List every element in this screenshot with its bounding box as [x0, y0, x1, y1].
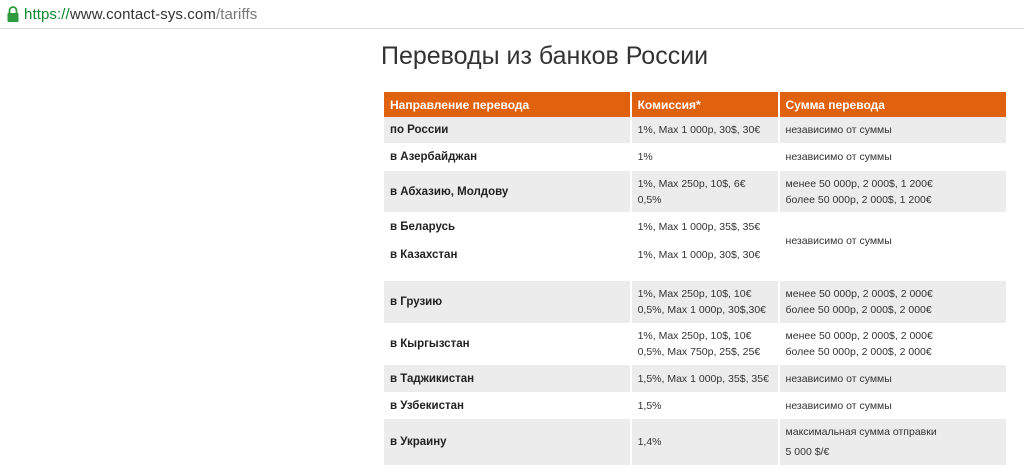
amount-cell: независимо от суммы	[779, 365, 1006, 392]
table-spacer	[384, 269, 1006, 281]
commission-cell: 1,5%	[637, 399, 662, 412]
url-text[interactable]: https://www.contact-sys.com/tariffs	[24, 5, 258, 23]
direction-cell: в Абхазию, Молдову	[384, 171, 630, 212]
commission-cell: 1%, Max 250р, 10$, 10€ 0,5%, Max 750р, 2…	[637, 330, 761, 358]
table-row: в Казахстан 1%, Max 1 000р, 30$, 30€	[384, 241, 1006, 269]
commission-cell: 1%, Max 250р, 10$, 10€ 0,5%, Max 1 000р,…	[631, 281, 778, 323]
commission-cell: 1%, Max 1 000р, 30$, 30€	[637, 249, 761, 261]
table-row: в Таджикистан 1,5%, Max 1 000р, 35$, 35€…	[384, 365, 1006, 392]
commission-cell: 1%	[637, 151, 653, 163]
tariffs-table: Направление перевода Комиссия* Сумма пер…	[382, 92, 1008, 465]
amount-cell: независимо от суммы	[785, 151, 892, 163]
direction-cell: в Узбекистан	[390, 399, 464, 412]
address-bar[interactable]: https://www.contact-sys.com/tariffs	[0, 0, 1024, 29]
commission-cell: 1,5%, Max 1 000р, 35$, 35€	[631, 365, 778, 392]
amount-cell: максимальная сумма отправки 5 000 $/€	[779, 419, 1006, 465]
table-row: в Абхазию, Молдову 1%, Max 250р, 10$, 6€…	[384, 171, 1006, 212]
table-row: по России 1%, Max 1 000р, 30$, 30€ незав…	[384, 117, 1006, 143]
table-row: в Узбекистан 1,5% независимо от суммы	[384, 392, 1006, 419]
amount-cell: менее 50 000р, 2 000$, 2 000€ более 50 0…	[785, 330, 933, 358]
header-commission: Комиссия*	[631, 92, 778, 117]
commission-cell: 1,4%	[631, 419, 778, 465]
amount-cell: независимо от суммы	[779, 117, 1006, 143]
direction-cell: в Кыргызстан	[390, 338, 470, 350]
direction-cell: в Украину	[384, 419, 630, 465]
amount-cell: независимо от суммы	[785, 234, 892, 247]
direction-cell: в Грузию	[384, 281, 630, 323]
amount-cell: менее 50 000р, 2 000$, 1 200€ более 50 0…	[779, 171, 1006, 212]
direction-cell: в Азербайджан	[390, 151, 478, 163]
table-row: в Грузию 1%, Max 250р, 10$, 10€ 0,5%, Ma…	[384, 281, 1006, 323]
lock-icon	[6, 5, 20, 23]
direction-cell: в Казахстан	[390, 249, 458, 261]
amount-cell: независимо от суммы	[785, 399, 892, 412]
header-direction: Направление перевода	[384, 92, 630, 117]
direction-cell: в Таджикистан	[384, 365, 630, 392]
commission-cell: 1%, Max 250р, 10$, 6€ 0,5%	[631, 171, 778, 212]
commission-cell: 1%, Max 1 000р, 30$, 30€	[631, 117, 778, 143]
direction-cell: в Беларусь	[390, 220, 456, 233]
direction-cell: по России	[384, 117, 630, 143]
table-row: в Кыргызстан 1%, Max 250р, 10$, 10€ 0,5%…	[384, 323, 1006, 365]
table-row: в Азербайджан 1% независимо от суммы	[384, 143, 1006, 171]
header-amount: Сумма перевода	[779, 92, 1006, 117]
table-header-row: Направление перевода Комиссия* Сумма пер…	[384, 92, 1006, 117]
table-row: в Беларусь 1%, Max 1 000р, 35$, 35€ неза…	[384, 212, 1006, 247]
table-row: в Украину 1,4% максимальная сумма отправ…	[384, 419, 1006, 465]
page-title: Переводы из банков России	[381, 42, 709, 70]
commission-cell: 1%, Max 1 000р, 35$, 35€	[637, 220, 761, 233]
amount-cell: менее 50 000р, 2 000$, 2 000€ более 50 0…	[779, 281, 1006, 323]
